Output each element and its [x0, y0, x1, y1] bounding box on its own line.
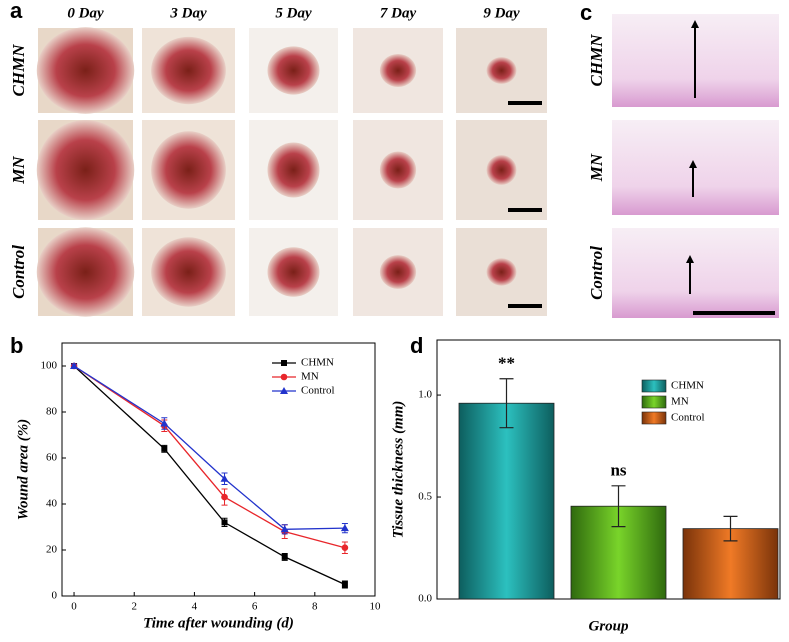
- scale-bar: [508, 101, 542, 105]
- legend-swatch: [641, 411, 667, 425]
- group-label: Control: [9, 245, 28, 299]
- wound: [267, 142, 320, 198]
- day-label: 5 Day: [275, 5, 312, 21]
- legend-swatch: [641, 379, 667, 393]
- y-tick-label: 80: [46, 406, 58, 418]
- marker: [340, 524, 349, 532]
- plot-frame: [61, 342, 376, 597]
- legend-label: CHMN: [301, 357, 334, 369]
- legend-marker: [281, 360, 287, 366]
- marker: [160, 419, 169, 427]
- panel-label: b: [10, 333, 23, 358]
- y-tick-label: 1.0: [418, 389, 432, 401]
- marker: [221, 493, 228, 501]
- legend-swatch: [641, 395, 667, 409]
- wound: [267, 247, 320, 297]
- wound: [486, 57, 517, 84]
- error-bar: [611, 485, 626, 528]
- error-bar: [499, 378, 514, 429]
- wound: [36, 27, 135, 114]
- x-axis-label: Group: [588, 618, 629, 634]
- marker: [221, 519, 228, 526]
- day-label: 9 Day: [483, 5, 520, 21]
- group-label: MN: [9, 156, 28, 185]
- histology-image: [612, 228, 779, 318]
- legend-label: MN: [301, 371, 319, 383]
- scale-bar: [508, 208, 542, 212]
- marker: [161, 445, 168, 452]
- y-tick-label: 20: [46, 544, 58, 556]
- error-bar: [723, 515, 738, 542]
- x-tick-label: 8: [312, 601, 318, 613]
- x-tick-label: 6: [252, 601, 258, 613]
- legend-marker: [280, 387, 288, 394]
- day-label: 7 Day: [380, 5, 417, 21]
- y-tick-label: 0: [52, 590, 58, 602]
- group-label: CHMN: [587, 34, 606, 87]
- y-tick-label: 0.5: [418, 491, 432, 503]
- wound: [486, 258, 517, 286]
- series-line: [73, 365, 346, 586]
- arrow-head: [691, 20, 699, 28]
- panel-label: d: [410, 333, 423, 358]
- wound: [151, 237, 226, 307]
- y-tick-label: 40: [46, 498, 58, 510]
- y-tick-label: 60: [46, 452, 58, 464]
- group-label: CHMN: [9, 44, 28, 97]
- y-tick-label: 100: [41, 360, 58, 372]
- x-tick-label: 0: [71, 601, 77, 613]
- marker: [281, 553, 288, 560]
- legend-label: Control: [301, 385, 335, 397]
- scale-bar: [693, 311, 775, 315]
- x-tick-label: 10: [370, 601, 382, 613]
- wound: [267, 46, 320, 95]
- y-tick-label: 0.0: [418, 593, 432, 605]
- wound: [36, 120, 135, 220]
- wound: [151, 131, 226, 209]
- legend-marker: [280, 373, 288, 381]
- x-axis-label: Time after wounding (d): [143, 615, 294, 631]
- marker: [341, 544, 349, 551]
- group-label: MN: [587, 153, 606, 182]
- arrow-head: [689, 160, 697, 168]
- annotation: ns: [610, 461, 626, 480]
- marker: [280, 525, 289, 533]
- day-label: 0 Day: [67, 5, 104, 21]
- day-label: 3 Day: [169, 5, 207, 21]
- annotation: **: [498, 354, 515, 373]
- wound: [486, 155, 517, 185]
- panel-label: c: [580, 0, 592, 25]
- wound: [379, 151, 417, 189]
- bar: [458, 402, 555, 600]
- marker: [70, 362, 79, 369]
- x-tick-label: 4: [192, 601, 198, 613]
- scale-bar: [508, 304, 542, 308]
- arrow-head: [686, 255, 694, 263]
- wound: [379, 54, 417, 87]
- legend-label: Control: [671, 412, 705, 424]
- x-tick-label: 2: [131, 601, 137, 613]
- wound: [36, 227, 135, 317]
- group-label: Control: [587, 246, 606, 300]
- y-axis-label: Wound area (%): [15, 419, 31, 520]
- wound: [151, 36, 226, 105]
- marker: [341, 581, 348, 588]
- marker: [220, 474, 229, 482]
- y-axis-label: Tissue thickness (mm): [390, 401, 406, 539]
- panel-label: a: [10, 0, 23, 23]
- legend-label: CHMN: [671, 380, 704, 392]
- wound: [379, 255, 417, 289]
- legend-label: MN: [671, 396, 689, 408]
